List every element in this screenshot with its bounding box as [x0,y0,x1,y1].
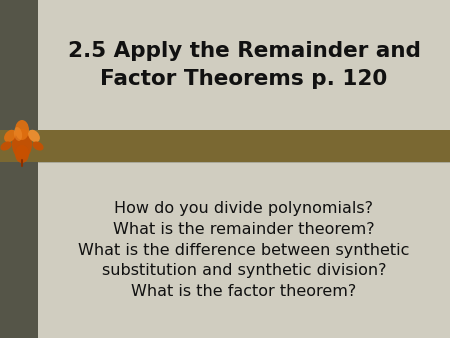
Ellipse shape [15,120,29,140]
Ellipse shape [12,129,32,159]
Text: How do you divide polynomials?
What is the remainder theorem?
What is the differ: How do you divide polynomials? What is t… [78,200,410,299]
Ellipse shape [14,127,22,141]
Ellipse shape [4,130,16,142]
Bar [0,0,38,338]
Ellipse shape [28,130,40,142]
Bar [38,162,450,338]
Text: 2.5 Apply the Remainder and
Factor Theorems p. 120: 2.5 Apply the Remainder and Factor Theor… [68,41,420,89]
Ellipse shape [0,141,12,151]
Ellipse shape [15,145,29,163]
Bar [0,130,450,162]
Ellipse shape [32,141,44,151]
Bar [38,0,450,130]
